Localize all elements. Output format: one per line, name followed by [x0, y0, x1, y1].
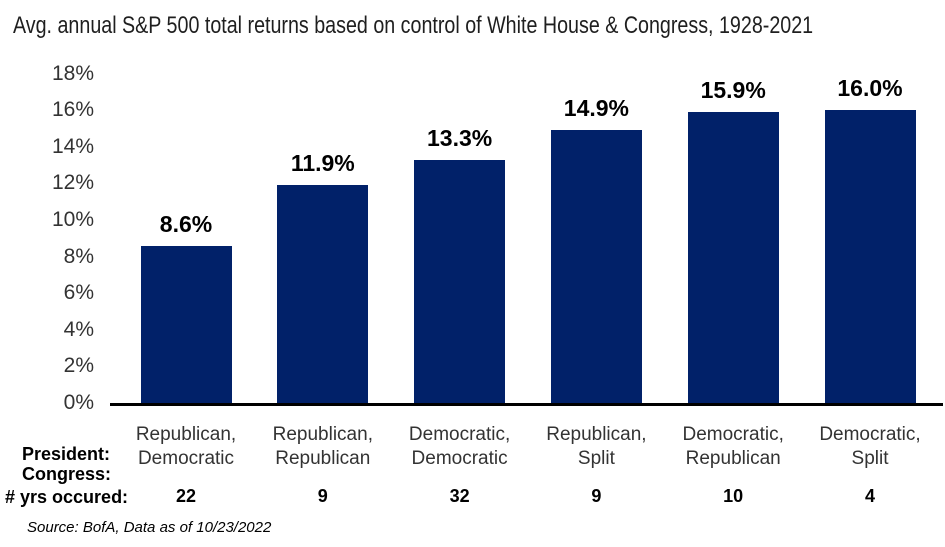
bar-value-label: 11.9%	[290, 150, 355, 177]
chart-title: Avg. annual S&P 500 total returns based …	[13, 12, 814, 39]
bar-value-label: 8.6%	[159, 210, 213, 237]
x-category-label: Republican, Republican	[248, 423, 398, 471]
bar-5	[687, 112, 779, 403]
bar-3	[414, 159, 506, 403]
years-occurred-value: 10	[723, 486, 744, 506]
bar-2	[277, 185, 369, 403]
years-occurred-value: 9	[591, 486, 602, 506]
category-president-line: Republican,	[272, 424, 373, 445]
category-president-line: Democratic,	[682, 424, 784, 445]
bar-value-label: 14.9%	[563, 95, 629, 122]
bar-1	[140, 245, 232, 403]
source-note: Source: BofA, Data as of 10/23/2022	[27, 519, 272, 536]
y-axis-tick-label: 0%	[63, 391, 94, 414]
y-axis-tick-label: 16%	[51, 98, 94, 122]
bar-value-label: 13.3%	[426, 124, 493, 151]
x-category-label: Republican, Democratic	[111, 423, 261, 471]
x-category-label: Democratic, Republican	[658, 423, 808, 471]
y-axis-tick-label: 8%	[63, 244, 94, 268]
category-congress-line: Republican	[685, 448, 781, 469]
y-axis-tick-label: 4%	[63, 317, 94, 341]
years-occurred-value: 9	[317, 486, 328, 506]
category-president-line: Republican,	[546, 424, 647, 445]
bar-6	[824, 110, 916, 403]
y-axis-tick-label: 6%	[63, 281, 94, 305]
x-category-label: Democratic, Democratic	[385, 423, 535, 471]
years-occurred-value: 32	[449, 486, 470, 506]
category-congress-line: Democratic	[411, 448, 508, 469]
y-axis-tick-label: 12%	[51, 171, 94, 195]
y-axis-tick-label: 14%	[51, 134, 94, 158]
bar-4	[550, 130, 642, 403]
category-president-line: Democratic,	[408, 424, 511, 445]
category-congress-line: Democratic	[137, 448, 235, 469]
row-label-congress: Congress:	[22, 464, 112, 484]
category-congress-line: Split	[851, 448, 889, 469]
category-president-line: Republican,	[135, 424, 237, 445]
category-president-line: Democratic,	[819, 424, 921, 445]
y-axis-tick-label: 10%	[51, 208, 94, 231]
y-axis-tick-label: 2%	[63, 354, 94, 378]
category-congress-line: Split	[577, 448, 615, 469]
bar-value-label: 16.0%	[837, 75, 903, 102]
years-occurred-value: 22	[175, 486, 197, 506]
y-axis-tick-label: 18%	[51, 61, 94, 85]
x-category-label: Republican, Split	[521, 423, 671, 471]
x-axis-line	[110, 403, 943, 406]
row-label-president: President:	[22, 444, 111, 464]
row-label-yrs-occured: # yrs occured:	[5, 487, 129, 507]
years-occurred-value: 4	[864, 486, 875, 506]
x-category-label: Democratic, Split	[795, 423, 945, 471]
category-congress-line: Republican	[275, 448, 371, 469]
bar-value-label: 15.9%	[700, 77, 766, 104]
